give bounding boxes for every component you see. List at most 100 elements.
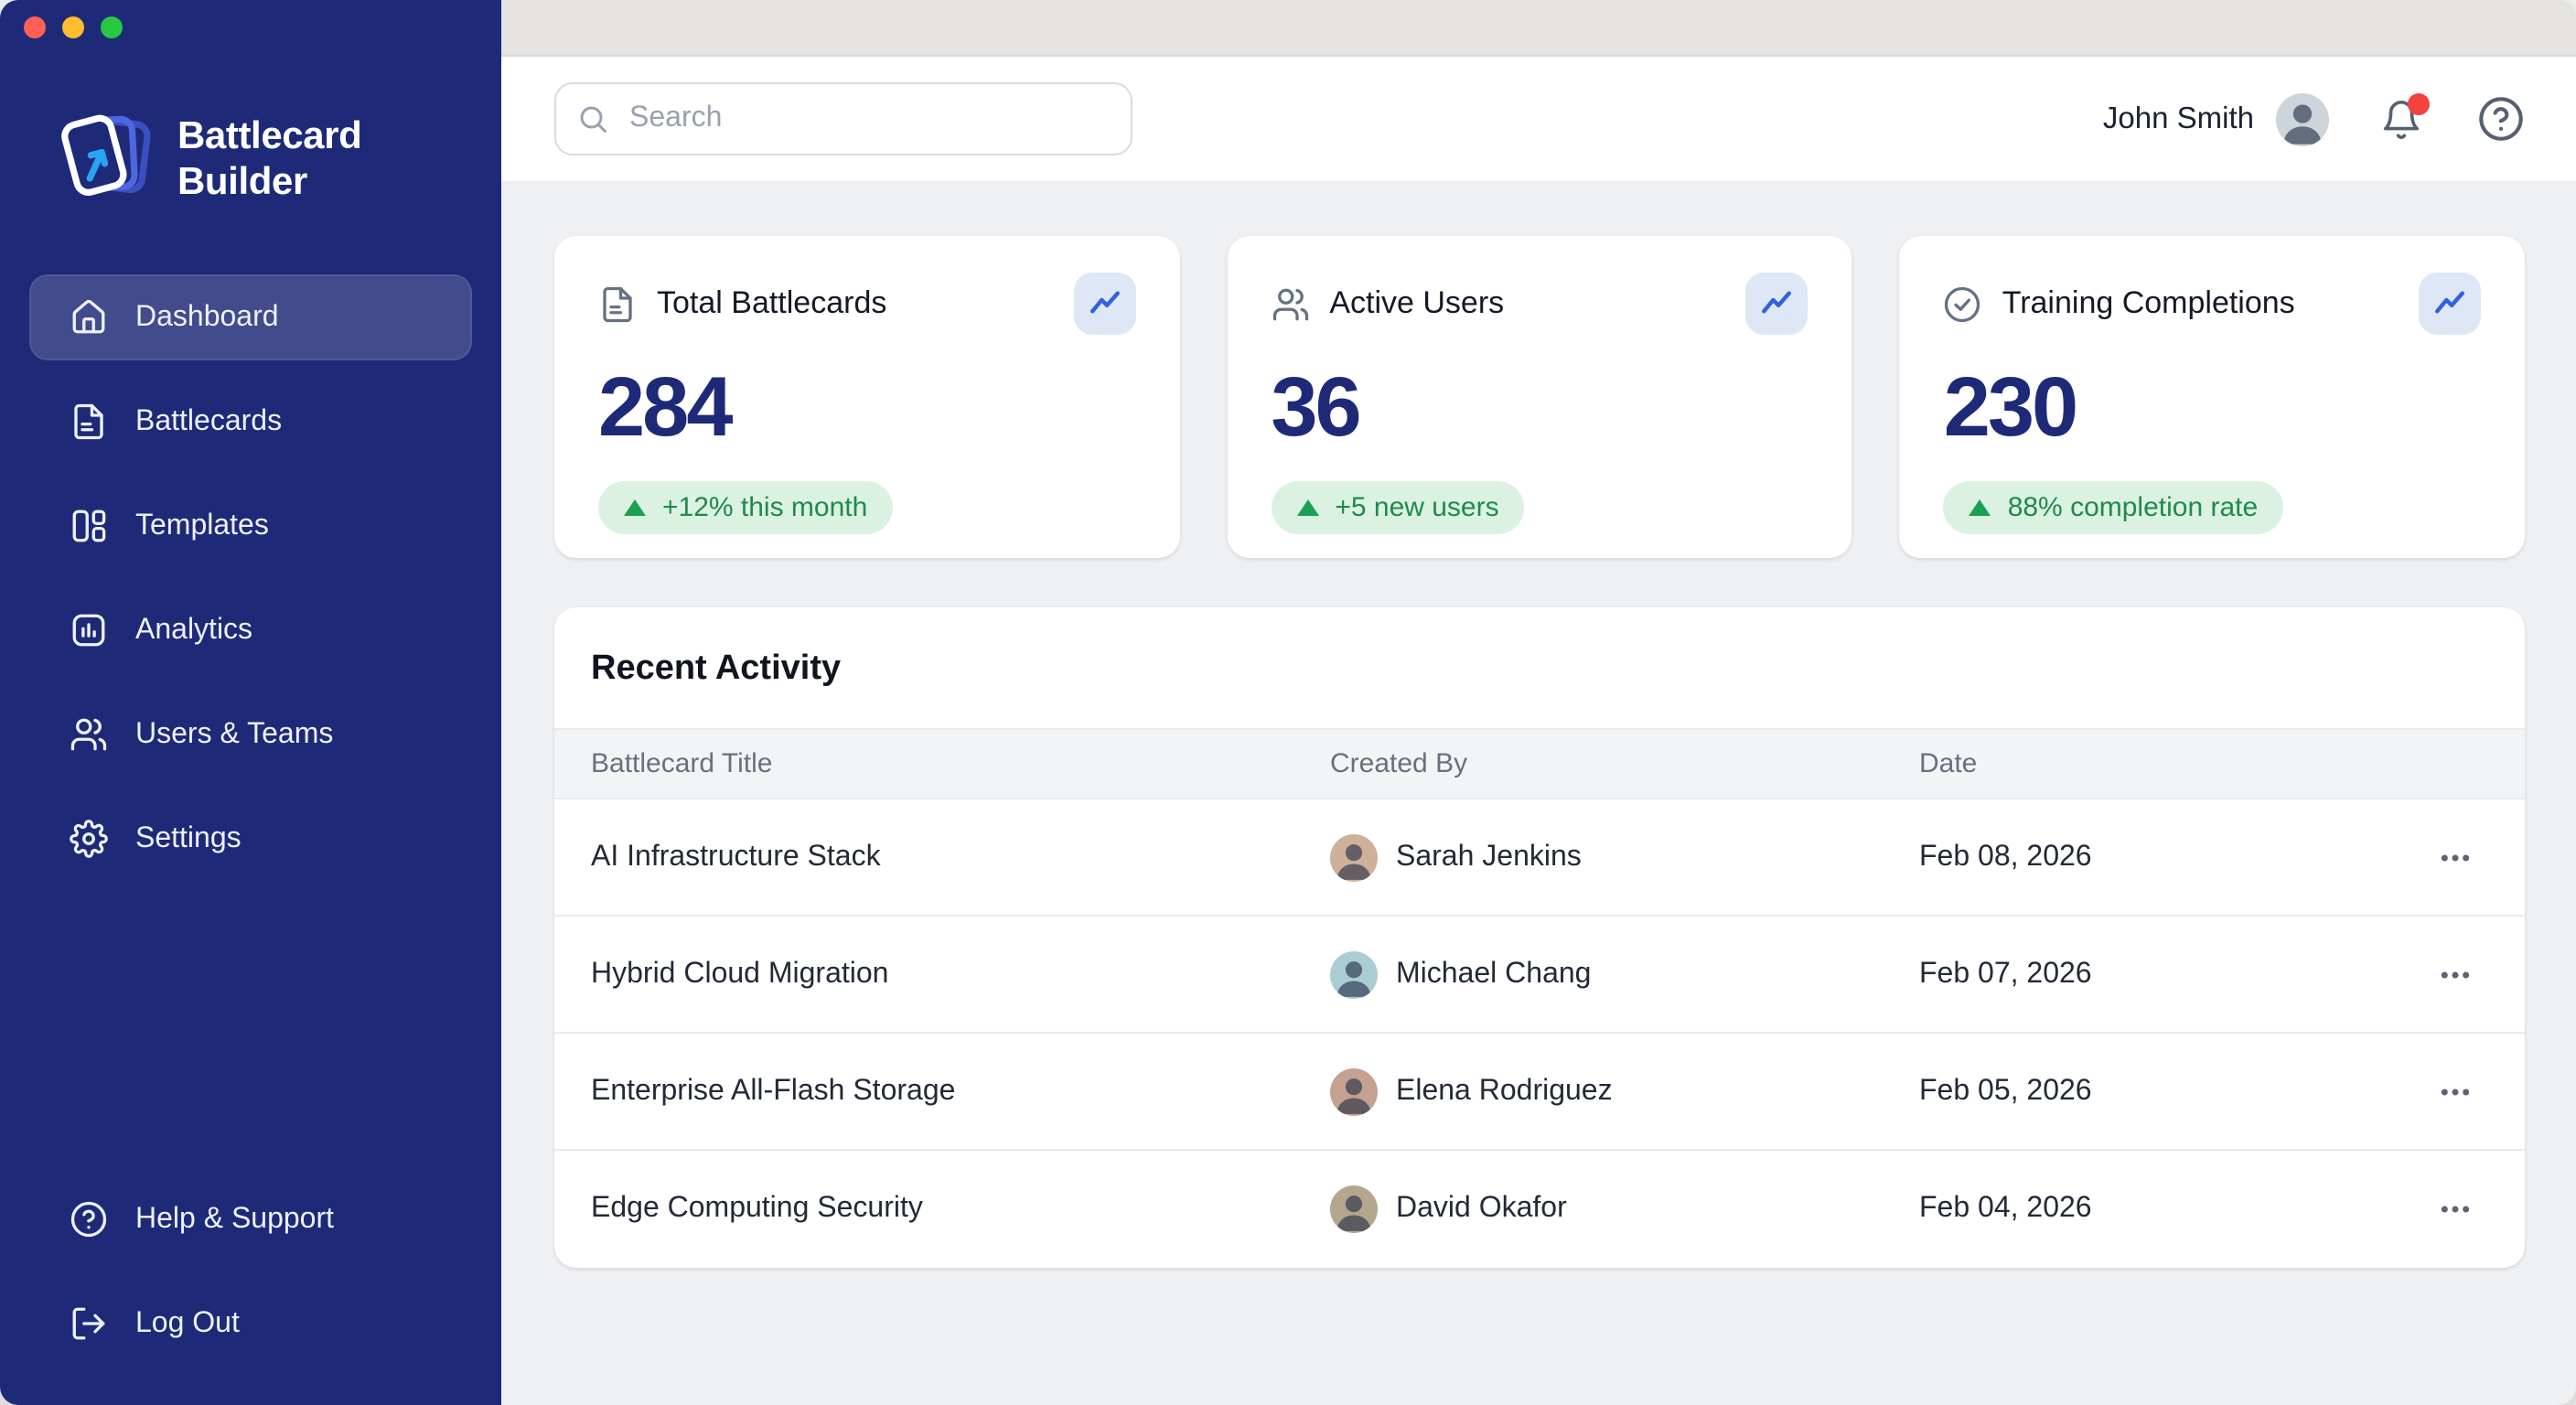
table-row: Hybrid Cloud Migration Michael Chang Feb…: [554, 917, 2525, 1034]
column-header-created-by: Created By: [1330, 748, 1468, 779]
row-date: Feb 05, 2026: [1919, 1075, 2092, 1106]
stat-card-training-completions: Training Completions 230 88% completion …: [1899, 236, 2526, 558]
ellipsis-icon: [2441, 971, 2470, 978]
sidebar-item-log-out[interactable]: Log Out: [29, 1281, 472, 1367]
search-icon: [580, 106, 606, 133]
log-out-icon: [72, 1307, 105, 1340]
trend-chart-icon: [2430, 284, 2470, 324]
created-by-name: Sarah Jenkins: [1396, 841, 1582, 872]
sidebar-item-label: Analytics: [135, 614, 253, 645]
sidebar-item-label: Templates: [135, 509, 269, 541]
sidebar-item-battlecards[interactable]: Battlecards: [29, 379, 472, 465]
app-title: Battlecard Builder: [177, 114, 362, 202]
sidebar-item-label: Settings: [135, 822, 242, 853]
sidebar-item-label: Log Out: [135, 1307, 240, 1338]
notifications-button[interactable]: [2380, 92, 2430, 140]
trend-chart-button[interactable]: [2419, 273, 2482, 335]
users-icon: [1272, 287, 1308, 320]
brand: Battlecard Builder: [55, 102, 472, 214]
row-menu-button[interactable]: [2430, 831, 2481, 883]
window-titlebar: [501, 0, 2576, 57]
stat-card-active-users: Active Users 36 +5 new users: [1227, 236, 1852, 558]
users-icon: [70, 718, 107, 751]
sidebar: Battlecard Builder Dashboard Battlecards…: [0, 0, 501, 1405]
stat-badge-label: +5 new users: [1335, 491, 1499, 523]
created-by-name: Michael Chang: [1396, 958, 1592, 989]
avatar: [1330, 1185, 1378, 1233]
close-window-button[interactable]: [24, 16, 46, 38]
topbar: John Smith: [501, 57, 2576, 183]
ellipsis-icon: [2441, 1206, 2470, 1213]
row-menu-button[interactable]: [2430, 1184, 2481, 1235]
sidebar-item-analytics[interactable]: Analytics: [29, 587, 472, 673]
stat-value: 36: [1271, 359, 1361, 454]
panel-title: Recent Activity: [591, 649, 842, 688]
sidebar-footer: Help & Support Log Out: [29, 1176, 472, 1367]
column-header-battlecard-title: Battlecard Title: [591, 748, 773, 779]
trend-up-icon: [1296, 499, 1319, 516]
sidebar-item-label: Battlecards: [135, 405, 283, 436]
minimize-window-button[interactable]: [62, 16, 84, 38]
table-header: Battlecard Title Created By Date: [554, 728, 2525, 799]
document-icon: [74, 403, 103, 440]
row-menu-button[interactable]: [2430, 949, 2481, 1000]
sidebar-item-templates[interactable]: Templates: [29, 483, 472, 569]
topbar-right: John Smith: [2103, 92, 2525, 145]
row-date: Feb 07, 2026: [1919, 958, 2092, 989]
search-box: [554, 82, 1132, 156]
stat-cards: Total Battlecards 284 +12% this month: [554, 236, 2526, 558]
trend-chart-button[interactable]: [1745, 273, 1809, 335]
stat-title: Total Battlecards: [657, 285, 887, 320]
avatar: [1330, 833, 1378, 881]
stat-badge: +12% this month: [598, 480, 894, 534]
stat-value: 284: [598, 359, 733, 454]
sidebar-item-label: Dashboard: [135, 301, 279, 332]
ellipsis-icon: [2441, 853, 2470, 861]
window-controls: [24, 16, 123, 38]
help-button[interactable]: [2477, 95, 2525, 143]
sidebar-item-label: Help & Support: [135, 1203, 335, 1234]
layout-icon: [72, 509, 106, 542]
battlecard-title: Edge Computing Security: [591, 1193, 923, 1224]
table-row: Edge Computing Security David Okafor Feb…: [554, 1151, 2525, 1268]
sidebar-item-users-teams[interactable]: Users & Teams: [29, 692, 472, 778]
sidebar-item-label: Users & Teams: [135, 718, 334, 749]
sidebar-item-dashboard[interactable]: Dashboard: [29, 274, 472, 360]
main-area: John Smith: [501, 0, 2576, 1405]
stat-card-total-battlecards: Total Battlecards 284 +12% this month: [554, 236, 1180, 558]
stat-badge-label: 88% completion rate: [2007, 491, 2259, 523]
zoom-window-button[interactable]: [101, 16, 123, 38]
created-by-name: Elena Rodriguez: [1396, 1075, 1613, 1106]
sidebar-nav: Dashboard Battlecards Templates Analytic…: [29, 274, 472, 882]
avatar[interactable]: [2276, 92, 2329, 145]
created-by-name: David Okafor: [1396, 1193, 1567, 1224]
avatar: [1330, 1067, 1378, 1115]
help-circle-icon: [2477, 95, 2525, 143]
search-input[interactable]: [554, 82, 1132, 156]
check-circle-icon: [1945, 285, 1980, 322]
sidebar-item-settings[interactable]: Settings: [29, 796, 472, 882]
row-menu-button[interactable]: [2430, 1066, 2481, 1117]
stat-badge: 88% completion rate: [1943, 480, 2284, 534]
dashboard-content: Total Battlecards 284 +12% this month: [501, 183, 2576, 1405]
sidebar-item-help-support[interactable]: Help & Support: [29, 1176, 472, 1262]
stat-badge: +5 new users: [1271, 480, 1525, 534]
trend-chart-button[interactable]: [1073, 273, 1136, 335]
stat-title: Active Users: [1329, 285, 1505, 320]
trend-up-icon: [624, 499, 646, 516]
recent-activity-panel: Recent Activity Battlecard Title Created…: [554, 607, 2525, 1268]
avatar: [1330, 950, 1378, 998]
column-header-date: Date: [1919, 748, 1978, 779]
trend-chart-icon: [1757, 284, 1798, 324]
stat-title: Training Completions: [2002, 285, 2295, 320]
ellipsis-icon: [2441, 1088, 2470, 1095]
help-circle-icon: [70, 1201, 107, 1238]
notification-badge: [2408, 92, 2430, 114]
document-icon: [603, 285, 632, 322]
table-row: Enterprise All-Flash Storage Elena Rodri…: [554, 1034, 2525, 1151]
trend-chart-icon: [1084, 284, 1124, 324]
gear-icon: [70, 820, 108, 858]
stat-badge-label: +12% this month: [662, 491, 868, 523]
